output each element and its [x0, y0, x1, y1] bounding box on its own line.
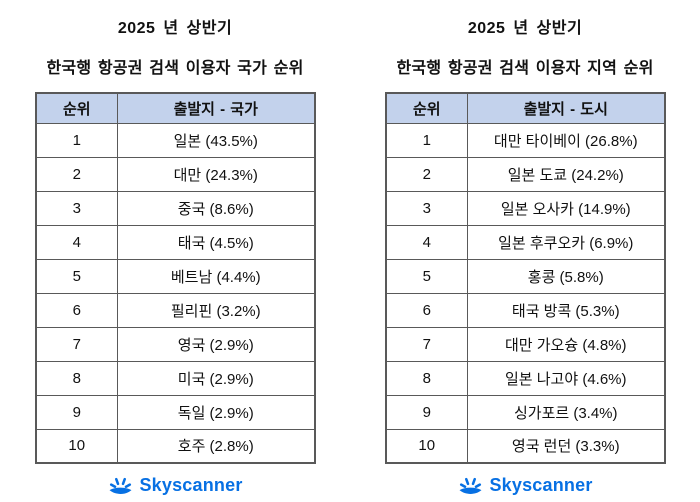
origin-cell: 독일 (2.9%) — [117, 394, 315, 430]
table-row: 4 태국 (4.5%) — [35, 224, 315, 260]
panel-title-period: 2025 년 상반기 — [467, 20, 583, 37]
origin-cell: 일본 오사카 (14.9%) — [467, 190, 665, 226]
skyscanner-wordmark: Skyscanner — [139, 475, 243, 495]
table-header-row: 순위 출발지 - 국가 — [35, 92, 315, 124]
table-row: 6 태국 방콕 (5.3%) — [385, 292, 665, 328]
skyscanner-sun-icon — [459, 477, 482, 494]
table-row: 2 일본 도쿄 (24.2%) — [385, 156, 665, 192]
rank-cell: 8 — [35, 360, 118, 396]
origin-cell: 태국 방콕 (5.3%) — [467, 292, 665, 328]
rank-cell: 10 — [35, 428, 118, 464]
origin-cell: 필리핀 (3.2%) — [117, 292, 315, 328]
origin-cell: 베트남 (4.4%) — [117, 258, 315, 294]
origin-cell: 영국 (2.9%) — [117, 326, 315, 362]
rank-cell: 9 — [385, 394, 468, 430]
origin-cell: 중국 (8.6%) — [117, 190, 315, 226]
origin-cell: 호주 (2.8%) — [117, 428, 315, 464]
origin-cell: 일본 (43.5%) — [117, 122, 315, 158]
rank-cell: 3 — [35, 190, 118, 226]
rank-cell: 3 — [385, 190, 468, 226]
panel-title-city: 한국행 항공권 검색 이용자 지역 순위 — [396, 60, 654, 77]
origin-cell: 대만 (24.3%) — [117, 156, 315, 192]
country-ranking-table: 순위 출발지 - 국가 1 일본 (43.5%) 2 대만 (24.3%) 3 중국 (8… — [34, 92, 316, 464]
skyscanner-logo: Skyscanner — [457, 475, 592, 496]
rank-cell: 5 — [385, 258, 468, 294]
rank-cell: 8 — [385, 360, 468, 396]
origin-cell: 일본 후쿠오카 (6.9%) — [467, 224, 665, 260]
panel-title-country: 한국행 항공권 검색 이용자 국가 순위 — [46, 60, 304, 77]
rank-column-header: 순위 — [385, 92, 468, 124]
table-row: 4 일본 후쿠오카 (6.9%) — [385, 224, 665, 260]
rank-cell: 10 — [385, 428, 468, 464]
table-row: 6 필리핀 (3.2%) — [35, 292, 315, 328]
skyscanner-wordmark: Skyscanner — [489, 475, 593, 495]
rank-cell: 4 — [385, 224, 468, 260]
table-row: 2 대만 (24.3%) — [35, 156, 315, 192]
origin-cell: 일본 도쿄 (24.2%) — [467, 156, 665, 192]
rank-cell: 2 — [385, 156, 468, 192]
origin-cell: 홍콩 (5.8%) — [467, 258, 665, 294]
origin-city-column-header: 출발지 - 도시 — [467, 92, 665, 124]
rank-column-header: 순위 — [35, 92, 118, 124]
rank-cell: 9 — [35, 394, 118, 430]
origin-cell: 대만 가오슝 (4.8%) — [467, 326, 665, 362]
rank-cell: 6 — [35, 292, 118, 328]
rank-cell: 7 — [35, 326, 118, 362]
origin-country-column-header: 출발지 - 국가 — [117, 92, 315, 124]
city-ranking-panel: 2025 년 상반기 한국행 항공권 검색 이용자 지역 순위 순위 출발지 -… — [350, 0, 700, 502]
table-row: 9 싱가포르 (3.4%) — [385, 394, 665, 430]
panel-title-period: 2025 년 상반기 — [117, 20, 233, 37]
rank-cell: 4 — [35, 224, 118, 260]
rank-cell: 1 — [385, 122, 468, 158]
table-row: 5 베트남 (4.4%) — [35, 258, 315, 294]
rank-cell: 2 — [35, 156, 118, 192]
city-ranking-table: 순위 출발지 - 도시 1 대만 타이베이 (26.8%) 2 일본 도쿄 (24.2… — [384, 92, 666, 464]
rank-cell: 6 — [385, 292, 468, 328]
rank-cell: 5 — [35, 258, 118, 294]
table-row: 7 영국 (2.9%) — [35, 326, 315, 362]
country-ranking-panel: 2025 년 상반기 한국행 항공권 검색 이용자 국가 순위 순위 출발지 -… — [34, 20, 316, 496]
table-row: 9 독일 (2.9%) — [35, 394, 315, 430]
origin-cell: 일본 나고야 (4.6%) — [467, 360, 665, 396]
table-row: 7 대만 가오슝 (4.8%) — [385, 326, 665, 362]
table-row: 10 호주 (2.8%) — [35, 428, 315, 464]
table-row: 8 미국 (2.9%) — [35, 360, 315, 396]
table-row: 8 일본 나고야 (4.6%) — [385, 360, 665, 396]
skyscanner-logo: Skyscanner — [107, 475, 242, 496]
rank-cell: 1 — [35, 122, 118, 158]
origin-cell: 싱가포르 (3.4%) — [467, 394, 665, 430]
table-row: 10 영국 런던 (3.3%) — [385, 428, 665, 464]
origin-cell: 태국 (4.5%) — [117, 224, 315, 260]
table-row: 1 대만 타이베이 (26.8%) — [385, 122, 665, 158]
table-row: 1 일본 (43.5%) — [35, 122, 315, 158]
origin-cell: 미국 (2.9%) — [117, 360, 315, 396]
table-header-row: 순위 출발지 - 도시 — [385, 92, 665, 124]
table-row: 3 중국 (8.6%) — [35, 190, 315, 226]
origin-cell: 대만 타이베이 (26.8%) — [467, 122, 665, 158]
rank-cell: 7 — [385, 326, 468, 362]
table-row: 5 홍콩 (5.8%) — [385, 258, 665, 294]
skyscanner-sun-icon — [109, 477, 132, 494]
table-row: 3 일본 오사카 (14.9%) — [385, 190, 665, 226]
origin-cell: 영국 런던 (3.3%) — [467, 428, 665, 464]
